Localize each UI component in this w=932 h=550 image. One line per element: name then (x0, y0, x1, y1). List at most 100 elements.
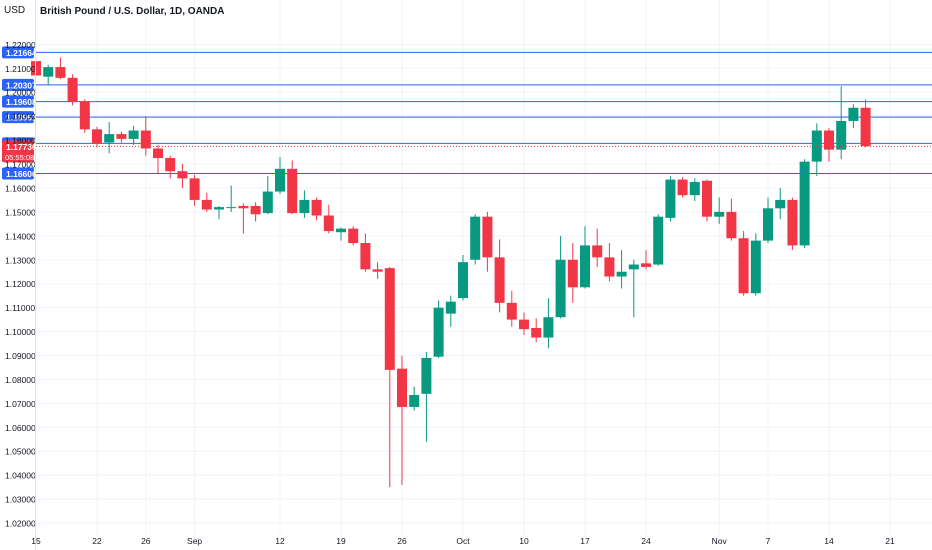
candle-body (543, 317, 554, 338)
candle-down (726, 198, 737, 241)
level-label-bg (2, 111, 34, 124)
x-tick-label: 17 (580, 536, 590, 546)
candle-down (92, 126, 102, 148)
candle-up (836, 86, 847, 160)
candle-body (860, 107, 871, 147)
candle-body (714, 211, 725, 217)
candle-down (397, 355, 407, 485)
candle-down (604, 243, 615, 282)
candle-body (421, 357, 432, 394)
candle-body (262, 191, 273, 214)
candle-down (641, 250, 651, 270)
candle-body (311, 199, 322, 216)
candle-down (519, 312, 529, 336)
candle-up (226, 185, 237, 212)
candle-body (750, 240, 761, 294)
x-tick-label: 14 (824, 536, 834, 546)
candle-down (165, 155, 176, 179)
candle-up (750, 233, 761, 296)
candle-body (372, 269, 383, 272)
y-tick-label: 1.09000 (5, 351, 36, 361)
candle-up (445, 295, 456, 327)
candlestick-series (31, 57, 871, 488)
countdown-label: 05:55:08 (5, 153, 34, 162)
x-tick-label: 10 (519, 536, 529, 546)
candle-down (153, 144, 163, 174)
current-price-label-bg (2, 140, 34, 163)
candle-down (482, 211, 493, 272)
candle-down (360, 233, 371, 272)
horizontal-levels[interactable]: 1.216641.203071.196081.189611.178651.166… (2, 46, 932, 180)
candle-body (689, 181, 700, 196)
candle-down (238, 203, 249, 234)
candle-up (299, 190, 310, 218)
candle-up (848, 104, 859, 129)
y-tick-label: 1.12000 (5, 279, 36, 289)
candle-up (763, 197, 773, 244)
candle-down (592, 228, 603, 267)
y-tick-label: 1.20000 (5, 88, 36, 98)
candle-body (702, 180, 712, 217)
y-tick-label: 1.22000 (5, 40, 36, 50)
candle-down (531, 318, 542, 343)
candle-down (287, 160, 298, 215)
candle-body (140, 130, 151, 149)
candle-body (201, 199, 212, 210)
candle-body (128, 130, 139, 139)
y-tick-label: 1.14000 (5, 231, 36, 241)
y-tick-label: 1.11000 (5, 303, 35, 313)
candle-body (799, 161, 810, 246)
candle-body (55, 67, 66, 78)
x-tick-label: 26 (141, 536, 151, 546)
candle-body (116, 134, 127, 139)
candle-down (372, 262, 383, 279)
candle-body (787, 199, 798, 246)
price-axis[interactable]: 1.22000 1.21000 1.20000 1.19000 1.18000 1.170… (5, 0, 36, 550)
candle-body (763, 208, 773, 241)
candle-down (738, 231, 749, 296)
candle-body (506, 302, 517, 320)
candle-down (177, 164, 188, 188)
y-tick-label: 1.10000 (5, 327, 36, 337)
candle-up (799, 159, 810, 248)
candle-body (250, 205, 261, 215)
y-tick-label: 1.03000 (5, 495, 36, 505)
candle-down (323, 204, 334, 234)
candle-body (677, 179, 688, 196)
candle-body (323, 215, 334, 232)
candle-body (482, 216, 493, 258)
candle-up (543, 298, 554, 349)
level-label-bg (2, 167, 34, 180)
candle-up (555, 235, 566, 319)
candle-up (470, 214, 481, 265)
candle-body (165, 158, 176, 172)
candle-body (567, 259, 578, 288)
candle-up (214, 205, 224, 220)
candle-body (409, 394, 420, 407)
level-label: 1.21664 (6, 48, 37, 58)
candle-down (677, 177, 688, 198)
candle-body (104, 134, 115, 143)
candle-body (738, 238, 749, 294)
candle-up (262, 175, 273, 215)
candle-down (860, 99, 871, 148)
x-tick-label: Oct (456, 536, 470, 546)
candle-body (67, 77, 78, 102)
x-tick-label: Nov (712, 536, 728, 546)
candle-down (494, 239, 505, 313)
currency-label: USD (4, 5, 25, 16)
x-tick-label: 22 (92, 536, 102, 546)
candle-body (470, 216, 481, 260)
level-label-bg (2, 95, 34, 108)
candle-body (824, 130, 834, 150)
chart-title: British Pound / U.S. Dollar, 1D, OANDA (40, 6, 224, 17)
y-tick-label: 1.02000 (5, 519, 36, 529)
level-label-bg (2, 46, 34, 59)
candle-up (128, 125, 139, 145)
candle-body (836, 120, 847, 150)
candle-down (250, 202, 261, 222)
x-tick-label: 21 (885, 536, 895, 546)
time-axis[interactable]: 15 22 26 Sep 12 19 26 Oct 10 17 24 Nov 7 14 21 (31, 536, 895, 546)
y-tick-label: 1.17000 (5, 160, 36, 170)
